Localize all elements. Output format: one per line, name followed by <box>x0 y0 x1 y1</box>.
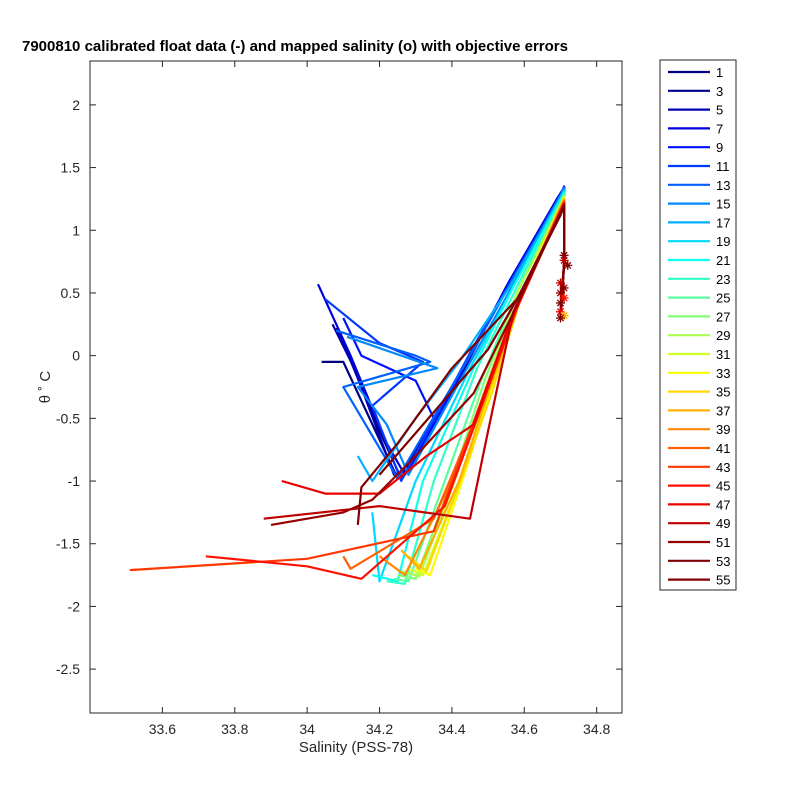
x-tick-label: 34.2 <box>366 721 393 737</box>
y-tick-label: 1.5 <box>61 160 81 176</box>
y-tick-label: -2 <box>68 598 81 614</box>
legend-label: 31 <box>716 347 730 362</box>
legend-item-5: 5 <box>668 103 723 118</box>
mapped-salinity-marker <box>563 260 573 270</box>
legend-item-45: 45 <box>668 479 730 494</box>
y-tick-label: 0.5 <box>61 285 81 301</box>
legend: 1357911131517192123252729313335373941434… <box>659 59 737 591</box>
legend-label: 27 <box>716 309 730 324</box>
legend-item-39: 39 <box>668 422 730 437</box>
y-tick-label: -1.5 <box>56 536 80 552</box>
y-tick-label: 2 <box>72 97 80 113</box>
legend-label: 49 <box>716 516 730 531</box>
legend-label: 17 <box>716 215 730 230</box>
legend-item-21: 21 <box>668 253 730 268</box>
legend-label: 35 <box>716 385 730 400</box>
legend-label: 7 <box>716 121 723 136</box>
legend-label: 11 <box>716 159 730 174</box>
legend-item-55: 55 <box>668 573 730 588</box>
legend-label: 5 <box>716 103 723 118</box>
legend-label: 47 <box>716 497 730 512</box>
legend-item-43: 43 <box>668 460 730 475</box>
legend-item-33: 33 <box>668 366 730 381</box>
legend-item-53: 53 <box>668 554 730 569</box>
legend-item-47: 47 <box>668 497 730 512</box>
legend-label: 1 <box>716 65 723 80</box>
legend-label: 13 <box>716 178 730 193</box>
legend-item-17: 17 <box>668 215 730 230</box>
legend-label: 21 <box>716 253 730 268</box>
mapped-salinity-marker <box>559 283 569 293</box>
mapped-salinity-marker <box>555 288 565 298</box>
legend-item-37: 37 <box>668 403 730 418</box>
legend-label: 9 <box>716 140 723 155</box>
x-tick-label: 33.6 <box>149 721 176 737</box>
legend-item-27: 27 <box>668 309 730 324</box>
mapped-salinity-marker <box>555 278 565 288</box>
legend-item-49: 49 <box>668 516 730 531</box>
legend-label: 53 <box>716 554 730 569</box>
y-tick-label: -1 <box>68 473 81 489</box>
legend-item-13: 13 <box>668 178 730 193</box>
mapped-salinity-marker <box>559 293 569 303</box>
legend-label: 15 <box>716 197 730 212</box>
legend-label: 29 <box>716 328 730 343</box>
x-tick-label: 34.4 <box>438 721 465 737</box>
legend-item-23: 23 <box>668 272 730 287</box>
legend-item-29: 29 <box>668 328 730 343</box>
legend-item-3: 3 <box>668 84 723 99</box>
y-tick-label: -2.5 <box>56 661 80 677</box>
x-tick-label: 34 <box>299 721 315 737</box>
legend-item-19: 19 <box>668 234 730 249</box>
marker-layer <box>555 250 573 323</box>
y-ticks: -2.5 -2 -1.5 -1 -0.5 0 0.5 1 1.5 2 <box>56 97 622 677</box>
x-tick-label: 34.6 <box>511 721 538 737</box>
legend-label: 33 <box>716 366 730 381</box>
legend-label: 45 <box>716 479 730 494</box>
x-axis-label: Salinity (PSS-78) <box>299 739 413 756</box>
legend-item-15: 15 <box>668 197 730 212</box>
y-axis-label: θ ˚ C <box>37 371 54 404</box>
legend-item-41: 41 <box>668 441 730 456</box>
legend-label: 37 <box>716 403 730 418</box>
legend-label: 41 <box>716 441 730 456</box>
legend-item-35: 35 <box>668 385 730 400</box>
legend-item-51: 51 <box>668 535 730 550</box>
legend-box <box>659 59 737 591</box>
chart-title: 7900810 calibrated float data (-) and ma… <box>22 38 568 55</box>
y-tick-label: -0.5 <box>56 410 80 426</box>
legend-item-9: 9 <box>668 140 723 155</box>
x-tick-label: 33.8 <box>221 721 248 737</box>
legend-item-1: 1 <box>668 65 723 80</box>
legend-label: 19 <box>716 234 730 249</box>
legend-item-7: 7 <box>668 121 723 136</box>
legend-label: 3 <box>716 84 723 99</box>
series-layer <box>129 185 566 586</box>
legend-item-11: 11 <box>668 159 730 174</box>
x-ticks: 33.6 33.8 34 34.2 34.4 34.6 34.8 <box>149 61 611 737</box>
legend-label: 25 <box>716 291 730 306</box>
legend-label: 55 <box>716 573 730 588</box>
legend-item-25: 25 <box>668 291 730 306</box>
y-tick-label: 0 <box>72 348 80 364</box>
legend-label: 39 <box>716 422 730 437</box>
legend-items: 1357911131517192123252729313335373941434… <box>668 65 730 588</box>
legend-label: 43 <box>716 460 730 475</box>
y-tick-label: 1 <box>72 222 80 238</box>
mapped-salinity-marker <box>555 313 565 323</box>
mapped-salinity-marker <box>559 255 569 265</box>
x-tick-label: 34.8 <box>583 721 610 737</box>
legend-label: 51 <box>716 535 730 550</box>
legend-item-31: 31 <box>668 347 730 362</box>
legend-label: 23 <box>716 272 730 287</box>
mapped-salinity-marker <box>555 298 565 308</box>
plot-area: 33.6 33.8 34 34.2 34.4 34.6 34.8 -2.5-2-1.5-1-… <box>56 60 623 737</box>
